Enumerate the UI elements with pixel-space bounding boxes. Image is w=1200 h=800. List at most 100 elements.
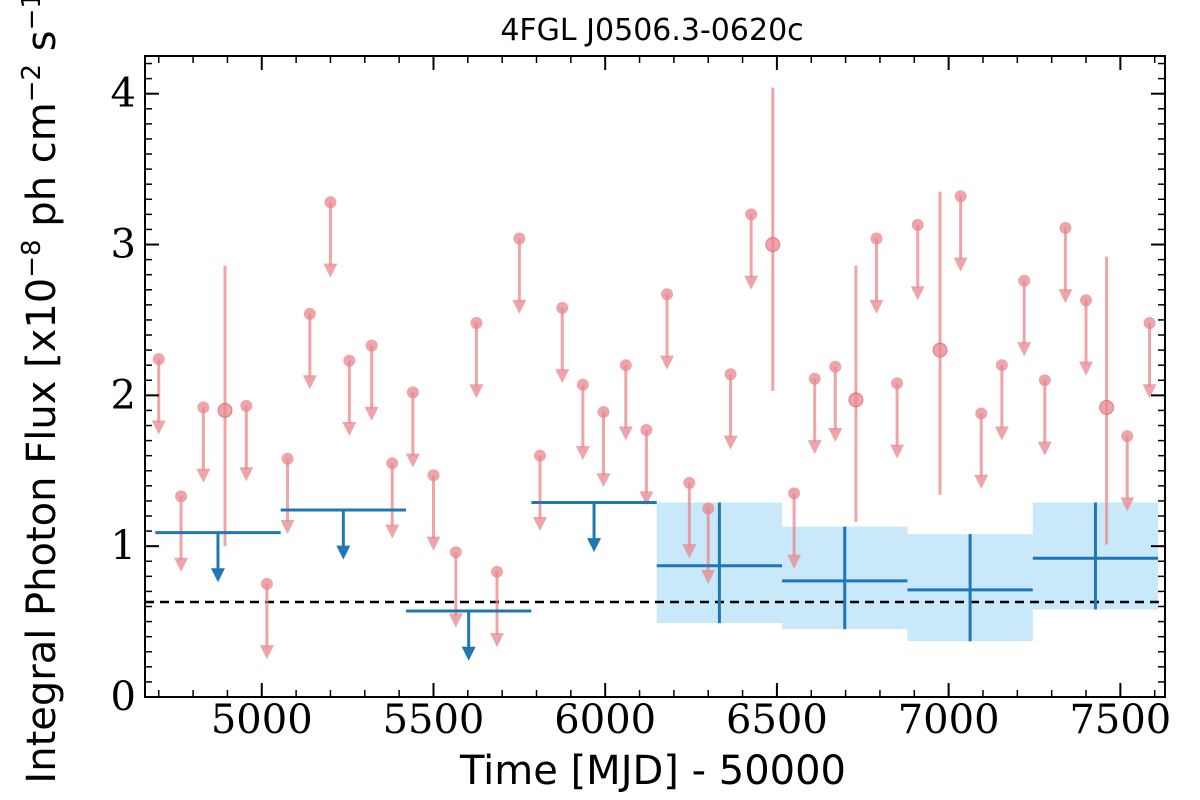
- y-tick-label: 2: [111, 372, 136, 418]
- short-bin-upper-limit-point: [1121, 430, 1134, 443]
- short-bin-upper-limit-arrowhead: [302, 375, 317, 390]
- short-bin-upper-limit-point: [260, 577, 273, 590]
- short-bin-upper-limit-point: [513, 232, 526, 245]
- x-tick-labels: 5000 5500 6000 6500 7000 7500: [211, 697, 1171, 743]
- short-bin-upper-limit-arrowhead: [512, 299, 527, 314]
- x-tick-label: 6000: [554, 697, 656, 743]
- short-bin-upper-limit-arrowhead: [575, 446, 590, 461]
- short-bin-upper-limit-arrowhead: [1017, 342, 1032, 357]
- short-bin-upper-limit-arrowhead: [405, 453, 420, 468]
- short-bin-upper-limit-arrowhead: [974, 474, 989, 489]
- short-bin-upper-limit-point: [491, 565, 504, 578]
- y-tick-label: 1: [111, 523, 136, 569]
- short-bin-upper-limit-arrowhead: [744, 275, 759, 290]
- x-tick-label: 6500: [726, 697, 828, 743]
- chart-title: 4FGL J0506.3-0620c: [500, 13, 803, 48]
- y-tick-labels: 0 1 2 3 4: [111, 71, 136, 720]
- short-bin-upper-limit-arrowhead: [342, 422, 357, 437]
- short-bin-upper-limit-point: [470, 316, 483, 329]
- x-tick-label: 5500: [383, 697, 485, 743]
- short-bin-upper-limit-arrowhead: [174, 557, 189, 572]
- short-bin-upper-limit-arrowhead: [490, 633, 505, 648]
- short-bin-upper-limit-point: [829, 360, 842, 373]
- short-bin-upper-limit-point: [427, 469, 440, 482]
- short-bin-upper-limit-point: [1080, 294, 1093, 307]
- short-bin-upper-limit-point: [1059, 221, 1072, 234]
- y-axis-label: Integral Photon Flux [x10−8 ph cm−2 s−1]: [17, 0, 65, 784]
- short-bin-detection-point: [1099, 399, 1115, 415]
- short-bin-upper-limit-arrowhead: [723, 435, 738, 450]
- short-bin-upper-limit-arrowhead: [1079, 361, 1094, 376]
- short-bin-upper-limit-point: [343, 354, 356, 367]
- short-bin-upper-limit-arrowhead: [639, 491, 654, 506]
- short-bin-upper-limit-point: [911, 218, 924, 231]
- short-bin-upper-limit-arrowhead: [869, 299, 884, 314]
- short-bin-upper-limit-arrowhead: [239, 467, 254, 482]
- short-bin-upper-limit-point: [954, 190, 967, 203]
- short-bin-upper-limit-point: [640, 424, 653, 437]
- short-bin-upper-limit-arrowhead: [910, 286, 925, 301]
- short-bin-upper-limit-point: [386, 457, 399, 470]
- short-bin-upper-limit-point: [324, 196, 337, 209]
- short-bin-upper-limit-point: [240, 399, 253, 412]
- short-bin-upper-limit-arrowhead: [196, 468, 211, 483]
- short-bin-upper-limit-arrowhead: [660, 355, 675, 370]
- short-bin-upper-limit-point: [788, 487, 801, 500]
- short-bin-upper-limit-point: [870, 232, 883, 245]
- long-bin-upper-limit-arrowhead: [461, 646, 476, 661]
- short-bin-upper-limit-point: [891, 377, 904, 390]
- axis-ticks: [145, 56, 1165, 698]
- y-tick-label: 4: [111, 71, 136, 117]
- short-bin-upper-limit-arrowhead: [682, 544, 697, 559]
- long-bin-upper-limit-arrowhead: [210, 568, 225, 583]
- short-bin-upper-limit-point: [808, 372, 821, 385]
- short-bin-upper-limit-arrowhead: [596, 473, 611, 488]
- short-bin-upper-limit-arrowhead: [994, 426, 1009, 441]
- short-bin-upper-limit-point: [197, 401, 210, 414]
- short-bin-upper-limit-point: [1143, 316, 1156, 329]
- short-bin-upper-limit-point: [683, 476, 696, 489]
- short-bin-upper-limit-point: [365, 339, 378, 352]
- short-bin-upper-limit-point: [995, 359, 1008, 372]
- short-bin-upper-limit-point: [975, 407, 988, 420]
- short-bin-upper-limit-arrowhead: [151, 420, 166, 435]
- short-bin-upper-limit-arrowhead: [280, 520, 295, 535]
- short-bin-upper-limit-arrowhead: [890, 444, 905, 459]
- plot-area: [145, 87, 1165, 661]
- short-bin-upper-limit-arrowhead: [701, 569, 716, 584]
- short-bin-upper-limit-arrowhead: [448, 613, 463, 628]
- short-bin-upper-limit-point: [576, 378, 589, 391]
- plot-frame: [144, 55, 1166, 698]
- short-bin-upper-limit-arrowhead: [426, 536, 441, 551]
- short-bin-upper-limit-arrowhead: [532, 517, 547, 532]
- short-bin-upper-limit-arrowhead: [1058, 289, 1073, 304]
- short-bin-upper-limit-arrowhead: [618, 426, 633, 441]
- short-bin-upper-limit-point: [281, 452, 294, 465]
- short-bin-upper-limit-point: [303, 307, 316, 320]
- x-axis-label: Time [MJD] - 50000: [459, 748, 846, 794]
- short-bin-upper-limit-point: [533, 449, 546, 462]
- x-tick-label: 7000: [898, 697, 1000, 743]
- short-bin-upper-limit-point: [702, 502, 715, 515]
- short-bin-upper-limit-arrowhead: [1037, 441, 1052, 456]
- short-bin-detection-point: [765, 237, 781, 253]
- short-bin-upper-limit-point: [1018, 274, 1031, 287]
- short-bin-upper-limit-arrowhead: [828, 428, 843, 443]
- long-bin-upper-limit-arrowhead: [336, 545, 351, 560]
- short-bin-upper-limit-arrowhead: [364, 406, 379, 421]
- short-bin-upper-limit-arrowhead: [1142, 384, 1157, 399]
- y-tick-label: 0: [111, 674, 136, 720]
- short-bin-upper-limit-point: [556, 301, 569, 314]
- short-bin-upper-limit-point: [406, 386, 419, 399]
- short-bin-upper-limit-point: [449, 546, 462, 559]
- short-bin-upper-limit-point: [175, 490, 188, 503]
- short-bin-upper-limit-arrowhead: [323, 263, 338, 278]
- short-bin-upper-limit-arrowhead: [385, 524, 400, 539]
- short-bin-upper-limit-point: [619, 359, 632, 372]
- short-bin-upper-limit-point: [597, 405, 610, 418]
- short-bin-detection-point: [217, 402, 233, 418]
- short-bin-upper-limit-arrowhead: [1120, 497, 1135, 512]
- short-bin-upper-limit-arrowhead: [807, 440, 822, 455]
- short-bin-upper-limit-arrowhead: [787, 554, 802, 569]
